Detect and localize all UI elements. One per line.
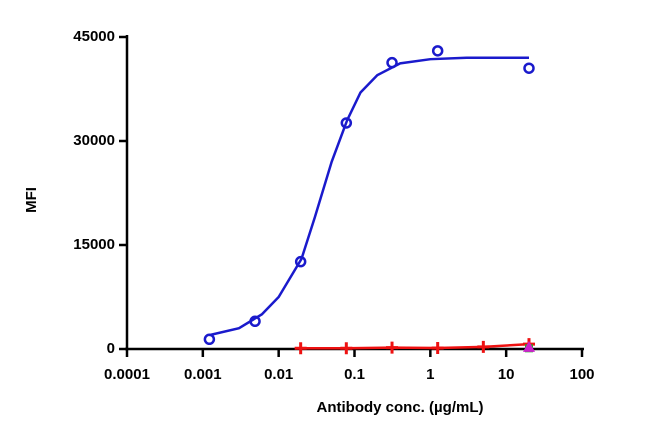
data-point [522,340,535,352]
data-point [477,340,490,353]
x-tick-label: 0.0001 [104,366,150,383]
x-tick-label: 0.001 [184,366,222,383]
data-point [386,341,399,354]
y-tick-label: 30000 [73,132,115,149]
y-tick-label: 45000 [73,28,115,45]
y-tick-label: 0 [107,340,115,357]
series-line [300,342,530,350]
x-tick-label: 0.01 [264,366,293,383]
data-point [340,342,353,355]
y-axis-label: MFI [23,187,40,213]
series-line [209,56,529,337]
x-axis-label: Antibody conc. (µg/mL) [317,399,484,416]
x-tick-label: 1 [426,366,434,383]
data-point [523,62,535,74]
data-point [294,342,307,355]
data-point [431,45,444,57]
data-point [203,333,216,346]
y-tick-label: 15000 [73,236,115,253]
x-tick-label: 0.1 [344,366,365,383]
data-point [340,117,353,129]
x-tick-label: 100 [569,366,594,383]
x-tick-label: 10 [498,366,515,383]
data-point [431,341,444,354]
data-point [294,255,307,268]
